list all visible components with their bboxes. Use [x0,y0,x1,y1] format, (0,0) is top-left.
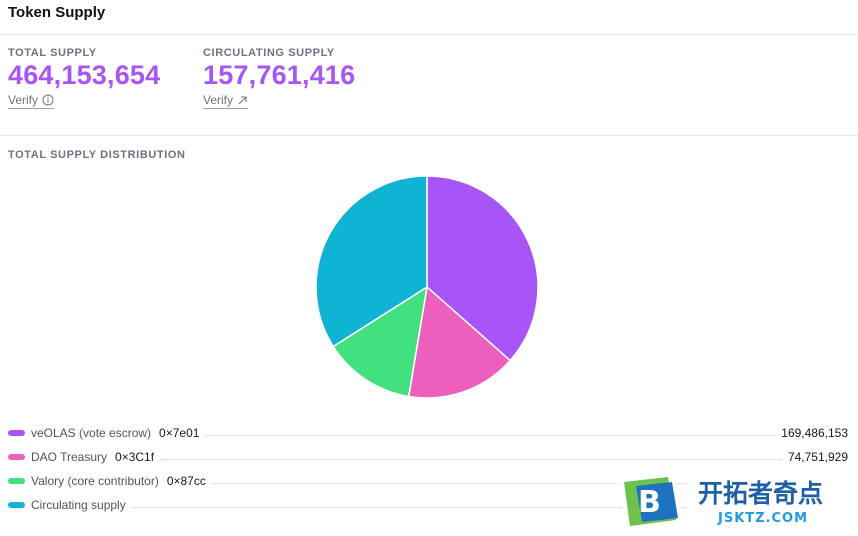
legend-swatch [8,454,25,460]
external-link-icon [237,95,248,106]
pie-slice-2[interactable] [332,285,429,398]
legend-item-circulating: Circulating supply [8,496,848,514]
legend-label: veOLAS (vote escrow) [31,426,152,440]
legend-address[interactable]: 0×7e01 [159,426,200,440]
circulating-supply-stat: CIRCULATING SUPPLY 157,761,416 Verify [203,47,355,109]
pie-slice-0[interactable] [426,175,539,362]
legend-swatch [8,502,25,508]
total-supply-label: TOTAL SUPPLY [8,47,97,59]
legend-item-veolas: veOLAS (vote escrow) 0×7e01 169,486,153 [8,424,848,442]
legend-swatch [8,478,25,484]
dotted-leader [211,482,842,484]
pie-slice-3[interactable] [315,175,428,348]
legend-swatch [8,430,25,436]
circulating-supply-value: 157,761,416 [203,60,356,90]
legend-address[interactable]: 0×87cc [166,474,206,488]
watermark-name: 开拓者奇点 [698,479,823,508]
info-icon [42,94,54,106]
verify-circulating-link[interactable]: Verify [203,93,249,109]
total-supply-value: 464,153,654 [8,60,161,90]
watermark-logo: B 开拓者奇点 JSKTZ.COM [616,472,858,531]
legend-label: DAO Treasury [31,450,108,464]
total-supply-stat: TOTAL SUPPLY 464,153,654 Verify [8,47,160,109]
watermark-domain: JSKTZ.COM [717,511,808,526]
circulating-supply-label: CIRCULATING SUPPLY [203,47,335,59]
pie-slice-1[interactable] [407,285,512,399]
legend-item-dao-treasury: DAO Treasury 0×3C1f 74,751,929 [8,448,848,466]
legend-value: 169,486,153 [781,426,848,440]
legend-label: Valory (core contributor) [31,474,159,488]
dotted-leader [131,506,842,508]
dotted-leader [160,458,782,460]
header-divider [0,34,858,35]
watermark-letter: B [638,485,661,520]
legend-address[interactable]: 0×3C1f [115,450,155,464]
verify-total-link[interactable]: Verify [8,93,55,109]
verify-total-label: Verify [8,93,39,107]
dotted-leader [205,434,776,436]
stats-divider [0,135,858,136]
legend-value: 74,751,929 [787,450,848,464]
distribution-label: TOTAL SUPPLY DISTRIBUTION [8,149,186,161]
page-title: Token Supply [8,4,106,21]
legend-label: Circulating supply [31,498,126,512]
verify-circulating-label: Verify [203,93,234,107]
legend-item-valory: Valory (core contributor) 0×87cc [8,472,848,490]
